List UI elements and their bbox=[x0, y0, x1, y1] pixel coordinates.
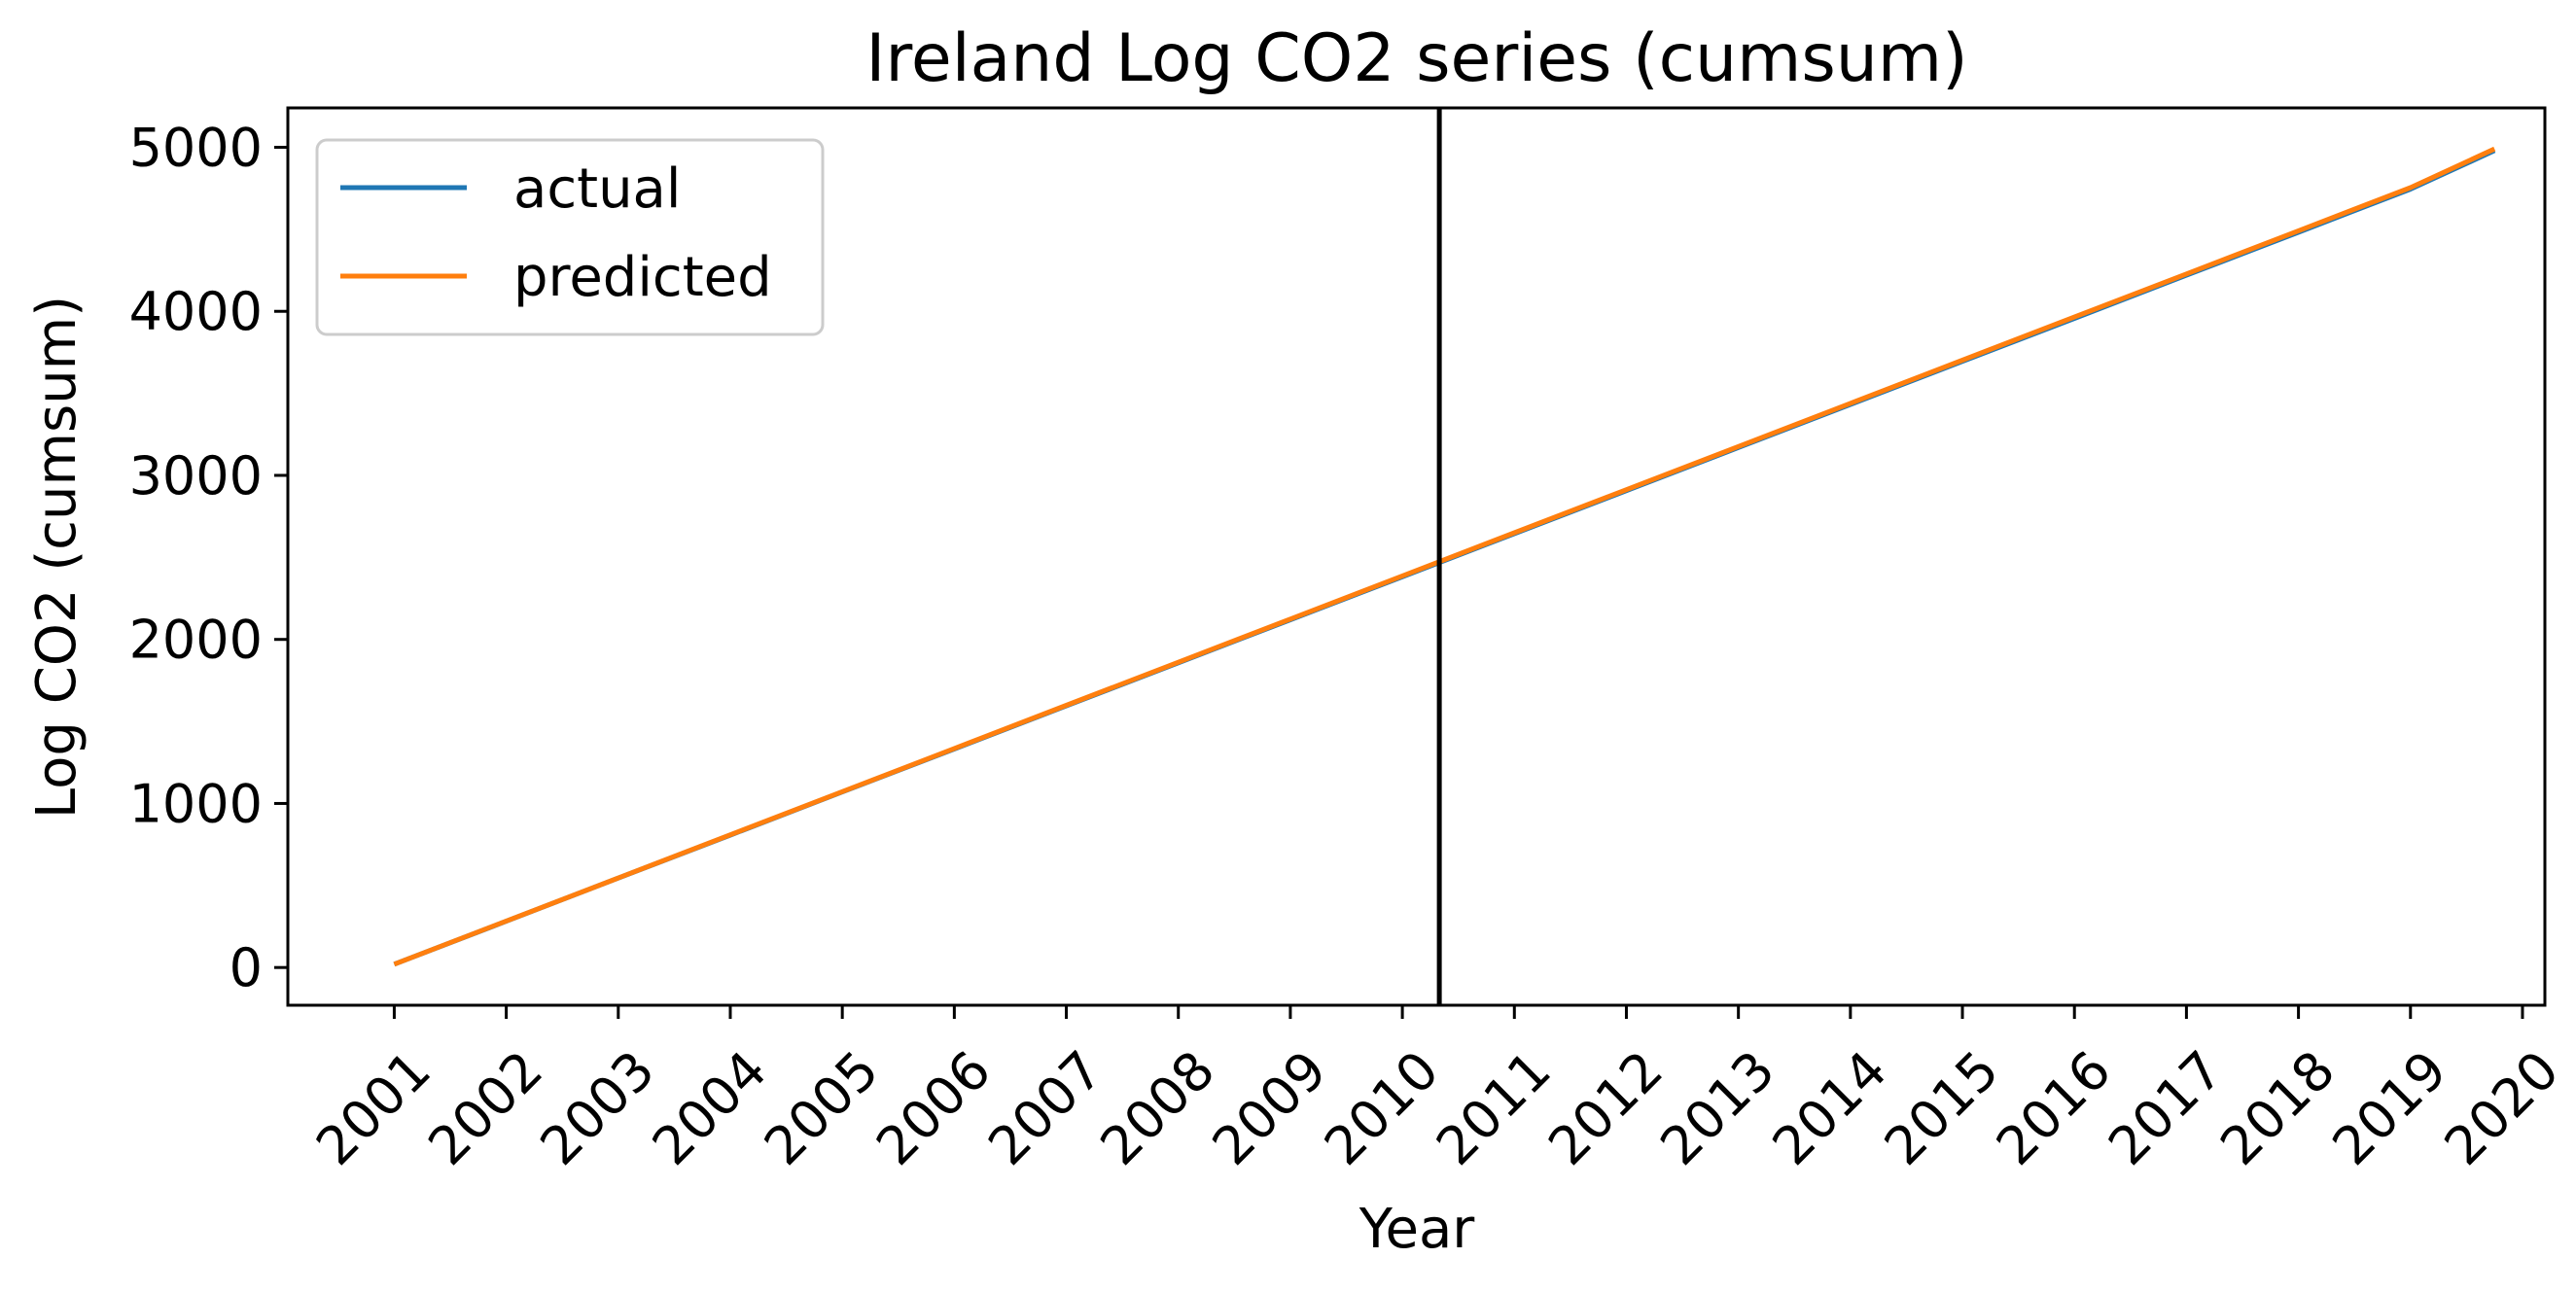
legend-label-predicted: predicted bbox=[513, 246, 772, 309]
chart-title: Ireland Log CO2 series (cumsum) bbox=[865, 20, 1967, 97]
y-tick-label: 5000 bbox=[129, 117, 263, 178]
axes-frame bbox=[286, 106, 2547, 1007]
legend-label-actual: actual bbox=[513, 157, 681, 221]
y-tick-label: 2000 bbox=[129, 610, 263, 671]
series-line-predicted bbox=[393, 146, 2496, 967]
y-axis-label: Log CO2 (cumsum) bbox=[25, 296, 88, 819]
y-tick-label: 0 bbox=[229, 937, 263, 998]
y-tick-label: 1000 bbox=[129, 773, 263, 834]
y-tick-label: 3000 bbox=[129, 445, 263, 507]
x-axis-label: Year bbox=[1359, 1198, 1476, 1261]
y-tick-label: 4000 bbox=[129, 281, 263, 342]
legend: actual predicted bbox=[315, 138, 825, 336]
